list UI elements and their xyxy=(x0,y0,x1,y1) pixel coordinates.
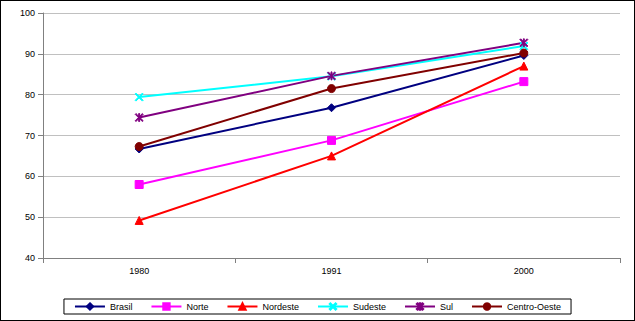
svg-text:Sudeste: Sudeste xyxy=(353,302,386,312)
svg-text:Nordeste: Nordeste xyxy=(262,302,299,312)
svg-text:60: 60 xyxy=(25,171,35,181)
svg-text:100: 100 xyxy=(20,8,35,18)
svg-text:Brasil: Brasil xyxy=(110,302,133,312)
svg-text:Sul: Sul xyxy=(440,302,453,312)
svg-text:1991: 1991 xyxy=(321,266,341,276)
svg-text:50: 50 xyxy=(25,212,35,222)
svg-text:2000: 2000 xyxy=(514,266,534,276)
svg-text:70: 70 xyxy=(25,131,35,141)
svg-text:Norte: Norte xyxy=(186,302,208,312)
svg-text:80: 80 xyxy=(25,90,35,100)
svg-text:Centro-Oeste: Centro-Oeste xyxy=(507,302,561,312)
svg-text:90: 90 xyxy=(25,49,35,59)
svg-text:40: 40 xyxy=(25,253,35,263)
svg-text:1980: 1980 xyxy=(129,266,149,276)
